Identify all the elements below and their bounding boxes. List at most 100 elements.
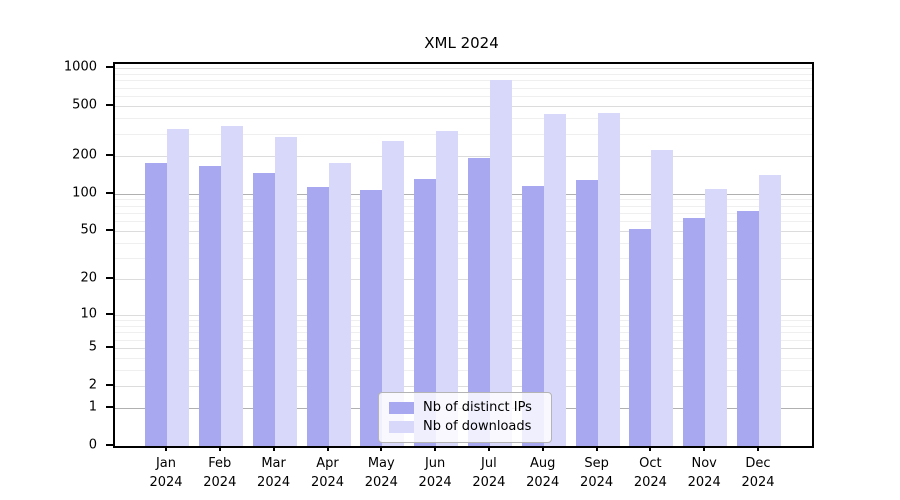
- month-year: 2024: [580, 475, 614, 490]
- gridline-800: [115, 80, 812, 82]
- bar-feb-downloads: [220, 126, 243, 446]
- bar-nov-distinct-ips: [683, 217, 706, 446]
- bar-may-downloads: [382, 140, 405, 446]
- bar-oct-distinct-ips: [629, 228, 652, 446]
- month-year: 2024: [149, 475, 183, 490]
- bar-jan-downloads: [167, 128, 189, 446]
- gridline-300: [115, 133, 812, 135]
- y-tick-label-50: 50: [80, 222, 97, 238]
- month-year: 2024: [310, 475, 345, 490]
- bar-nov-downloads: [705, 189, 728, 446]
- gridline-9: [115, 320, 812, 321]
- legend-swatch-distinct-ips: [389, 401, 414, 414]
- bar-jul-downloads: [489, 79, 512, 446]
- gridline-60: [115, 221, 812, 223]
- y-tick-10: [106, 312, 113, 315]
- gridline-500: [115, 105, 812, 107]
- x-tick-mar: [272, 446, 275, 451]
- gridline-80: [115, 205, 812, 207]
- gridline-30: [115, 258, 812, 260]
- y-tick-label-200: 200: [72, 147, 97, 163]
- month-year: 2024: [364, 475, 398, 490]
- y-tick-label-5: 5: [88, 339, 97, 355]
- legend-item-downloads: Nb of downloads: [379, 417, 551, 436]
- legend-item-distinct-ips: Nb of distinct IPs: [379, 398, 551, 417]
- gridline-3: [115, 370, 812, 372]
- y-tick-label-1000: 1000: [63, 59, 97, 75]
- month-name: Jun: [424, 456, 446, 471]
- month-year: 2024: [472, 475, 506, 490]
- x-tick-label-apr: Apr 2024: [311, 454, 344, 492]
- x-tick-label-jan: Jan 2024: [149, 454, 182, 492]
- x-tick-label-feb: Feb 2024: [203, 454, 236, 492]
- x-tick-nov: [703, 446, 706, 451]
- month-year: 2024: [687, 475, 721, 490]
- month-name: Nov: [691, 456, 717, 471]
- legend-label-downloads: Nb of downloads: [423, 419, 532, 434]
- gridline-7: [115, 332, 812, 334]
- gridline-200: [115, 155, 812, 157]
- month-name: Sep: [584, 456, 609, 471]
- y-tick-1: [106, 406, 113, 409]
- gridline-6: [115, 339, 812, 341]
- y-tick-1000: [106, 66, 113, 68]
- x-tick-label-jul: Jul 2024: [472, 454, 505, 492]
- x-tick-jun: [434, 446, 437, 451]
- gridline-700: [115, 87, 812, 89]
- x-tick-label-oct: Oct 2024: [634, 454, 667, 492]
- month-year: 2024: [633, 475, 667, 490]
- y-axis: 0 1 2 5 10 20 50 100 200 500 1000: [0, 59, 113, 453]
- x-axis: Jan 2024 Feb 2024 Mar 2024 Apr 2024 May 2024 Jun 20…: [113, 446, 810, 500]
- x-tick-label-nov: Nov 2024: [688, 454, 721, 492]
- y-tick-20: [106, 277, 113, 280]
- gridline-4: [115, 357, 812, 359]
- bar-jan-distinct-ips: [145, 163, 167, 446]
- y-tick-label-500: 500: [72, 97, 97, 113]
- bar-dec-downloads: [759, 174, 781, 446]
- gridline-90: [115, 199, 812, 201]
- legend-swatch-downloads: [389, 420, 414, 433]
- gridline-10: [115, 314, 812, 316]
- month-year: 2024: [203, 475, 237, 490]
- gridline-400: [115, 118, 812, 120]
- bar-may-distinct-ips: [360, 190, 383, 446]
- legend: Nb of distinct IPs Nb of downloads: [378, 392, 552, 443]
- month-year: 2024: [257, 475, 291, 490]
- month-name: Jul: [481, 456, 497, 471]
- bar-oct-downloads: [651, 150, 674, 446]
- x-tick-label-aug: Aug 2024: [526, 454, 559, 492]
- x-tick-label-may: May 2024: [365, 454, 398, 492]
- y-tick-200: [106, 153, 113, 156]
- month-year: 2024: [741, 475, 775, 490]
- month-name: Dec: [745, 456, 771, 471]
- y-tick-5: [106, 346, 113, 348]
- x-tick-aug: [541, 446, 544, 451]
- x-tick-dec: [757, 446, 759, 451]
- y-tick-label-10: 10: [80, 306, 97, 322]
- month-name: Oct: [639, 456, 662, 471]
- x-tick-jan: [165, 446, 167, 451]
- x-tick-label-sep: Sep 2024: [580, 454, 613, 492]
- x-tick-sep: [595, 446, 598, 451]
- gridline-40: [115, 242, 812, 244]
- x-tick-label-jun: Jun 2024: [419, 454, 452, 492]
- month-name: Mar: [261, 456, 286, 471]
- gridline-70: [115, 212, 812, 214]
- x-tick-oct: [649, 446, 652, 451]
- month-name: Jan: [155, 456, 177, 471]
- month-name: Aug: [529, 456, 556, 471]
- x-tick-may: [380, 446, 383, 451]
- gridline-5: [115, 348, 812, 349]
- x-tick-jul: [487, 446, 490, 451]
- bar-feb-distinct-ips: [198, 166, 221, 446]
- x-tick-apr: [326, 446, 329, 451]
- y-tick-2: [106, 383, 113, 386]
- bar-apr-distinct-ips: [306, 186, 329, 446]
- y-tick-500: [106, 103, 113, 106]
- y-tick-label-0: 0: [88, 437, 97, 453]
- x-tick-label-dec: Dec 2024: [741, 454, 774, 492]
- month-name: Apr: [316, 456, 339, 471]
- gridline-50: [115, 230, 812, 232]
- bar-sep-downloads: [597, 112, 620, 446]
- bar-dec-distinct-ips: [737, 211, 759, 446]
